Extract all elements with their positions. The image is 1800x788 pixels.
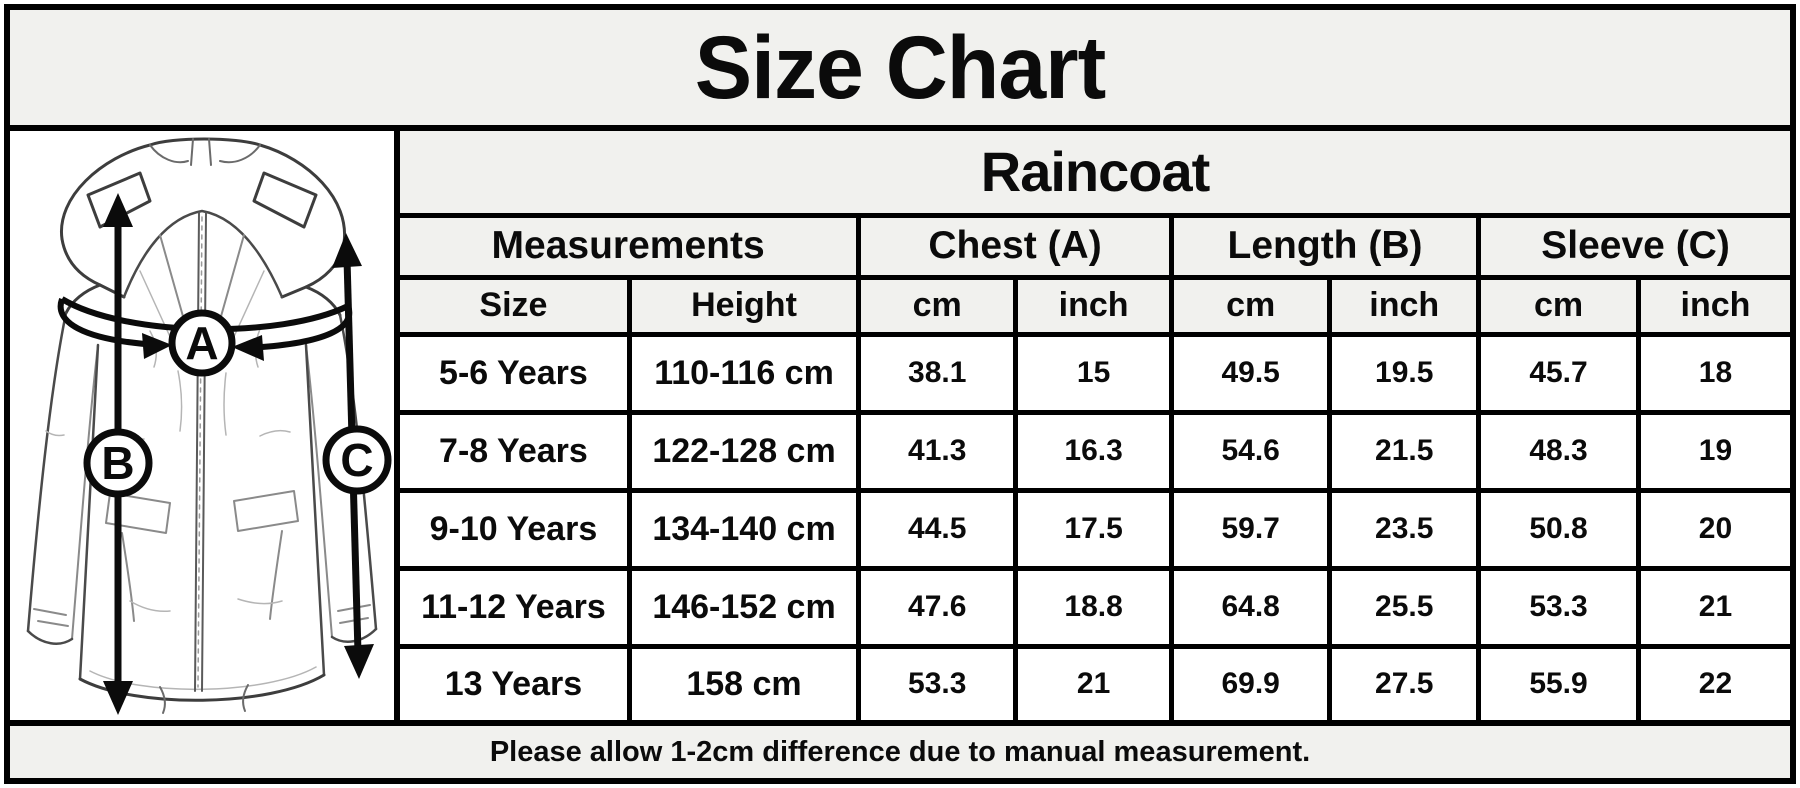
marker-c: C bbox=[340, 434, 373, 486]
cell-length-cm: 59.7 bbox=[1168, 487, 1333, 571]
measure-arrow-a: A bbox=[57, 296, 353, 377]
table-row: 13 Years 158 cm 53.3 21 69.9 27.5 55.9 2… bbox=[400, 643, 1790, 720]
table-row: 9-10 Years 134-140 cm 44.5 17.5 59.7 23.… bbox=[400, 487, 1790, 571]
cell-length-cm: 69.9 bbox=[1168, 643, 1333, 720]
size-table-wrap: Raincoat Measurements Chest (A) Length (… bbox=[400, 131, 1790, 720]
cell-chest-cm: 44.5 bbox=[856, 487, 1019, 571]
subheader-height: Height bbox=[626, 274, 862, 337]
group-header-chest: Chest (A) bbox=[856, 212, 1174, 280]
subheader-length-cm: cm bbox=[1168, 274, 1333, 337]
table-row: 5-6 Years 110-116 cm 38.1 15 49.5 19.5 4… bbox=[400, 331, 1790, 415]
cell-size: 11-12 Years bbox=[400, 565, 632, 649]
cell-chest-cm: 53.3 bbox=[856, 643, 1019, 720]
cell-chest-inch: 21 bbox=[1013, 643, 1174, 720]
cell-length-inch: 27.5 bbox=[1327, 643, 1482, 720]
cell-size: 5-6 Years bbox=[400, 331, 632, 415]
subheader-chest-cm: cm bbox=[856, 274, 1019, 337]
cell-length-inch: 21.5 bbox=[1327, 409, 1482, 493]
cell-sleeve-cm: 45.7 bbox=[1476, 331, 1641, 415]
cell-height: 122-128 cm bbox=[626, 409, 862, 493]
table-row: 11-12 Years 146-152 cm 47.6 18.8 64.8 25… bbox=[400, 565, 1790, 649]
subheader-length-inch: inch bbox=[1327, 274, 1482, 337]
cell-size: 7-8 Years bbox=[400, 409, 632, 493]
footer-band: Please allow 1-2cm difference due to man… bbox=[10, 720, 1790, 778]
cell-chest-inch: 16.3 bbox=[1013, 409, 1174, 493]
cell-height: 146-152 cm bbox=[626, 565, 862, 649]
subheader-sleeve-cm: cm bbox=[1476, 274, 1641, 337]
marker-b: B bbox=[101, 437, 134, 489]
cell-length-cm: 49.5 bbox=[1168, 331, 1333, 415]
cell-chest-inch: 18.8 bbox=[1013, 565, 1174, 649]
group-header-row: Measurements Chest (A) Length (B) Sleeve… bbox=[400, 212, 1790, 280]
cell-chest-cm: 47.6 bbox=[856, 565, 1019, 649]
group-header-length: Length (B) bbox=[1168, 212, 1482, 280]
cell-height: 158 cm bbox=[626, 643, 862, 720]
size-chart-sheet: Size Chart bbox=[4, 4, 1796, 784]
group-header-measurements: Measurements bbox=[400, 212, 862, 280]
raincoat-illustration: B C A bbox=[26, 137, 392, 715]
cell-height: 134-140 cm bbox=[626, 487, 862, 571]
title-band: Size Chart bbox=[10, 10, 1790, 131]
group-header-sleeve: Sleeve (C) bbox=[1476, 212, 1790, 280]
cell-height: 110-116 cm bbox=[626, 331, 862, 415]
subheader-size: Size bbox=[400, 274, 632, 337]
cell-length-inch: 25.5 bbox=[1327, 565, 1482, 649]
product-header-row: Raincoat bbox=[400, 131, 1790, 218]
cell-size: 9-10 Years bbox=[400, 487, 632, 571]
cell-chest-inch: 17.5 bbox=[1013, 487, 1174, 571]
main-area: B C A bbox=[10, 131, 1790, 720]
measure-arrow-c: C bbox=[322, 233, 392, 679]
cell-length-inch: 19.5 bbox=[1327, 331, 1482, 415]
cell-length-cm: 54.6 bbox=[1168, 409, 1333, 493]
marker-a: A bbox=[185, 317, 218, 369]
jacket-sketch bbox=[26, 137, 378, 714]
cell-sleeve-cm: 48.3 bbox=[1476, 409, 1641, 493]
subheader-sleeve-inch: inch bbox=[1635, 274, 1790, 337]
size-table: Raincoat Measurements Chest (A) Length (… bbox=[400, 131, 1790, 720]
cell-chest-cm: 38.1 bbox=[856, 331, 1019, 415]
illustration-cell: B C A bbox=[10, 131, 400, 720]
cell-chest-cm: 41.3 bbox=[856, 409, 1019, 493]
table-row: 7-8 Years 122-128 cm 41.3 16.3 54.6 21.5… bbox=[400, 409, 1790, 493]
cell-sleeve-inch: 19 bbox=[1635, 409, 1790, 493]
measure-arrow-b: B bbox=[83, 193, 153, 715]
cell-sleeve-inch: 22 bbox=[1635, 643, 1790, 720]
cell-chest-inch: 15 bbox=[1013, 331, 1174, 415]
cell-length-cm: 64.8 bbox=[1168, 565, 1333, 649]
footer-note: Please allow 1-2cm difference due to man… bbox=[489, 735, 1311, 768]
cell-sleeve-inch: 21 bbox=[1635, 565, 1790, 649]
subheader-chest-inch: inch bbox=[1013, 274, 1174, 337]
cell-length-inch: 23.5 bbox=[1327, 487, 1482, 571]
cell-sleeve-inch: 18 bbox=[1635, 331, 1790, 415]
cell-size: 13 Years bbox=[400, 643, 632, 720]
cell-sleeve-inch: 20 bbox=[1635, 487, 1790, 571]
page-title: Size Chart bbox=[694, 17, 1107, 118]
cell-sleeve-cm: 53.3 bbox=[1476, 565, 1641, 649]
cell-sleeve-cm: 55.9 bbox=[1476, 643, 1641, 720]
product-header: Raincoat bbox=[400, 131, 1790, 218]
cell-sleeve-cm: 50.8 bbox=[1476, 487, 1641, 571]
sub-header-row: Size Height cm inch cm inch cm inch bbox=[400, 274, 1790, 337]
